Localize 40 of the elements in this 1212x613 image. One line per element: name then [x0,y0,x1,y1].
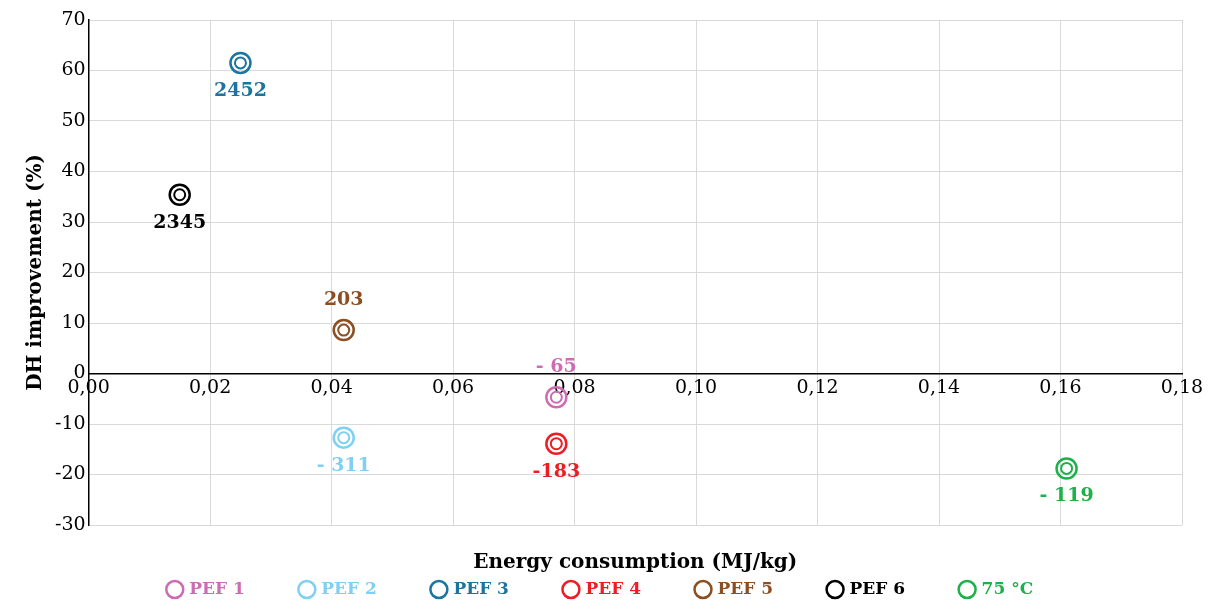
y-axis-title: DH improvement (%) [22,154,47,391]
annotation: - 311 [316,452,371,475]
point [332,318,355,342]
y-tick-label: -10 [54,410,86,433]
annotation: - 65 [535,354,577,377]
y-tick-label: -20 [54,461,86,484]
legend-label: PEF 6 [849,577,906,598]
y-tick-label: 60 [61,57,86,80]
point [1055,457,1078,480]
annotation: -183 [532,458,581,481]
annotation: 2345 [153,209,207,232]
x-axis-title: Energy consumption (MJ/kg) [473,549,798,574]
y-tick-label: -30 [54,511,86,534]
y-tick-label: 70 [61,6,86,29]
y-tick-label: 20 [61,259,86,282]
x-tick-label: 0,14 [917,374,961,397]
x-tick-label: 0,02 [188,374,232,397]
y-tick-label: 10 [61,309,86,332]
y-tick-label: 30 [61,208,86,231]
point [332,426,355,449]
y-tick-label: 50 [61,107,86,130]
y-tick-label: 40 [61,158,86,181]
annotation: - 119 [1039,483,1094,506]
x-tick-label: 0,12 [796,374,839,397]
legend-label: PEF 4 [585,577,642,598]
legend-label: PEF 2 [321,577,377,598]
legend-label: PEF 1 [189,577,245,598]
x-tick-label: 0,16 [1039,374,1082,397]
x-tick-label: 0,10 [674,374,718,397]
x-tick-label: 0,06 [431,374,475,397]
legend-label: PEF 3 [453,577,509,598]
annotation: 2452 [214,77,267,100]
legend-label: 75 °C [981,577,1034,598]
annotation: 203 [323,287,364,310]
point [168,183,191,206]
x-tick-label: 0,04 [310,374,353,397]
legend-label: PEF 5 [717,577,774,598]
point [229,51,252,75]
x-tick-label: 0,18 [1160,374,1204,397]
point [545,432,568,455]
